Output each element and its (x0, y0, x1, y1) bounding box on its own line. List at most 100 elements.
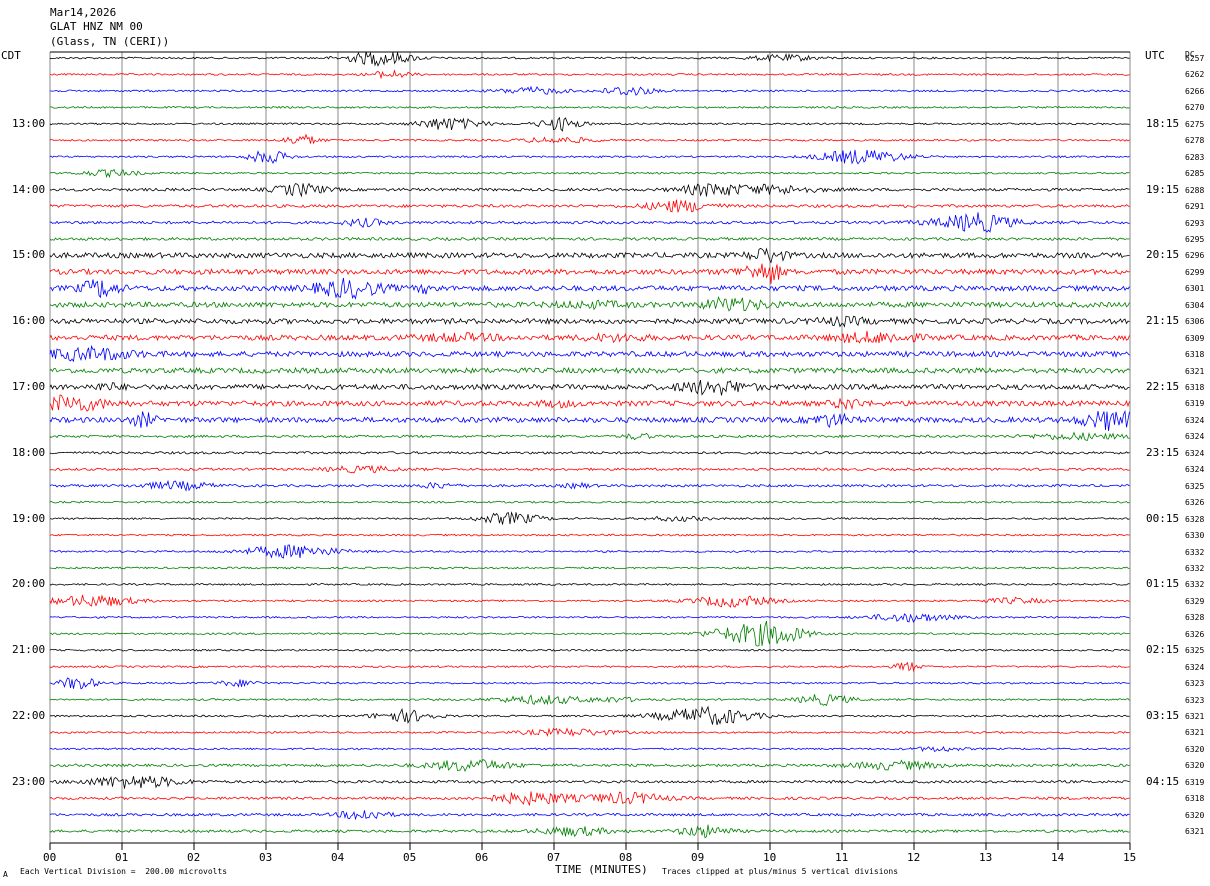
seismic-trace (49, 247, 1130, 264)
seismic-trace (49, 315, 1130, 328)
left-hour-label: 17:00 (12, 380, 46, 393)
dc-value: 6321 (1185, 366, 1205, 376)
dc-value: 6332 (1185, 580, 1205, 590)
x-tick-label: 04 (331, 851, 345, 864)
dc-value: 6283 (1185, 152, 1205, 162)
seismic-trace (49, 464, 1130, 474)
dc-value: 6304 (1185, 300, 1205, 310)
left-hour-label: 16:00 (12, 314, 46, 328)
dc-value: 6319 (1185, 777, 1205, 787)
dc-value: 6291 (1185, 202, 1205, 212)
seismic-trace (49, 199, 1130, 213)
seismic-trace (49, 133, 1130, 145)
dc-value: 6257 (1185, 54, 1205, 63)
dc-label: DC (1185, 50, 1195, 59)
x-axis-title: TIME (MINUTES) (555, 863, 648, 876)
dc-value: 6318 (1185, 383, 1205, 392)
dc-value: 6330 (1185, 531, 1205, 541)
dc-value: 6324 (1185, 448, 1205, 458)
seismic-trace (49, 810, 1130, 821)
left-hour-label: 22:00 (12, 709, 46, 722)
dc-value: 6299 (1185, 267, 1205, 277)
seismic-trace (49, 116, 1130, 132)
x-tick-label: 05 (403, 851, 417, 864)
dc-value: 6319 (1185, 399, 1205, 409)
left-hour-label: 15:00 (12, 248, 46, 262)
seismic-trace (49, 330, 1130, 344)
x-tick-label: 11 (835, 851, 849, 864)
dc-value: 6296 (1185, 251, 1205, 261)
right-hour-label: 04:15 (1146, 774, 1180, 788)
x-tick-label: 00 (43, 851, 57, 864)
seismic-trace (49, 69, 1130, 80)
seismic-trace (49, 775, 1130, 789)
dc-value: 6266 (1185, 86, 1205, 96)
right-hour-label: 22:15 (1146, 380, 1180, 393)
left-axis-label: CDT (1, 49, 21, 62)
dc-value: 6318 (1185, 794, 1205, 804)
seismic-trace (49, 394, 1130, 412)
seismic-trace (49, 450, 1130, 455)
dc-value: 6309 (1185, 333, 1205, 343)
dc-value: 6323 (1185, 695, 1205, 705)
dc-value: 6320 (1185, 761, 1205, 771)
dc-value: 6285 (1185, 169, 1205, 179)
seismic-trace (49, 648, 1130, 652)
header-station: GLAT HNZ NM 00 (50, 20, 143, 33)
x-tick-label: 07 (547, 851, 561, 864)
seismic-trace (49, 694, 1130, 707)
right-hour-label: 19:15 (1146, 182, 1180, 196)
dc-value: 6328 (1185, 613, 1205, 623)
dc-value: 6318 (1185, 350, 1205, 360)
seismic-trace (49, 236, 1130, 242)
seismic-trace (49, 566, 1130, 570)
x-axis-ticks (49, 843, 1131, 850)
right-hour-label: 01:15 (1146, 577, 1180, 591)
dc-value: 6321 (1185, 728, 1205, 738)
seismic-trace (49, 149, 1130, 165)
dc-value: 6332 (1185, 547, 1205, 557)
x-tick-label: 09 (691, 851, 705, 864)
dc-value: 6324 (1185, 432, 1205, 442)
x-tick-label: 02 (187, 851, 201, 864)
seismic-trace (49, 168, 1130, 179)
dc-value: 6293 (1185, 218, 1205, 228)
seismic-trace (49, 661, 1130, 673)
dc-value: 6325 (1185, 646, 1205, 656)
seismic-traces (49, 51, 1130, 839)
seismic-trace (49, 791, 1130, 806)
seismic-trace (49, 758, 1130, 772)
left-hour-label: 21:00 (12, 643, 46, 657)
seismic-trace (49, 277, 1130, 300)
left-hour-label: 14:00 (12, 182, 46, 196)
dc-value: 6275 (1185, 119, 1205, 129)
dc-value: 6295 (1185, 234, 1205, 244)
right-hour-label: 21:15 (1146, 314, 1180, 328)
left-hour-label: 20:00 (12, 577, 46, 591)
vertical-gridlines (49, 52, 1131, 843)
seismic-trace (49, 500, 1130, 504)
seismic-trace (49, 544, 1130, 559)
dc-value: 6323 (1185, 679, 1205, 689)
dc-value: 6321 (1185, 827, 1205, 837)
seismic-trace (49, 344, 1130, 363)
dc-value: 6332 (1185, 563, 1205, 573)
left-hour-label: 19:00 (12, 511, 46, 525)
dc-value: 6324 (1185, 465, 1205, 475)
dc-value: 6278 (1185, 136, 1205, 146)
seismic-trace (49, 105, 1130, 109)
seismic-trace (49, 511, 1130, 525)
left-hour-label: 18:00 (12, 445, 46, 459)
seismic-trace (49, 613, 1130, 623)
dc-value: 6328 (1185, 514, 1205, 524)
right-hour-label: 23:15 (1146, 445, 1180, 459)
x-tick-label: 13 (979, 851, 993, 864)
seismic-trace (49, 677, 1130, 690)
seismic-trace (49, 620, 1130, 647)
right-hour-label: 20:15 (1146, 248, 1180, 262)
seismic-trace (49, 409, 1130, 431)
x-tick-label: 12 (907, 851, 921, 864)
dc-value: 6325 (1185, 481, 1205, 491)
seismic-trace (49, 705, 1130, 726)
seismic-trace (49, 51, 1130, 67)
